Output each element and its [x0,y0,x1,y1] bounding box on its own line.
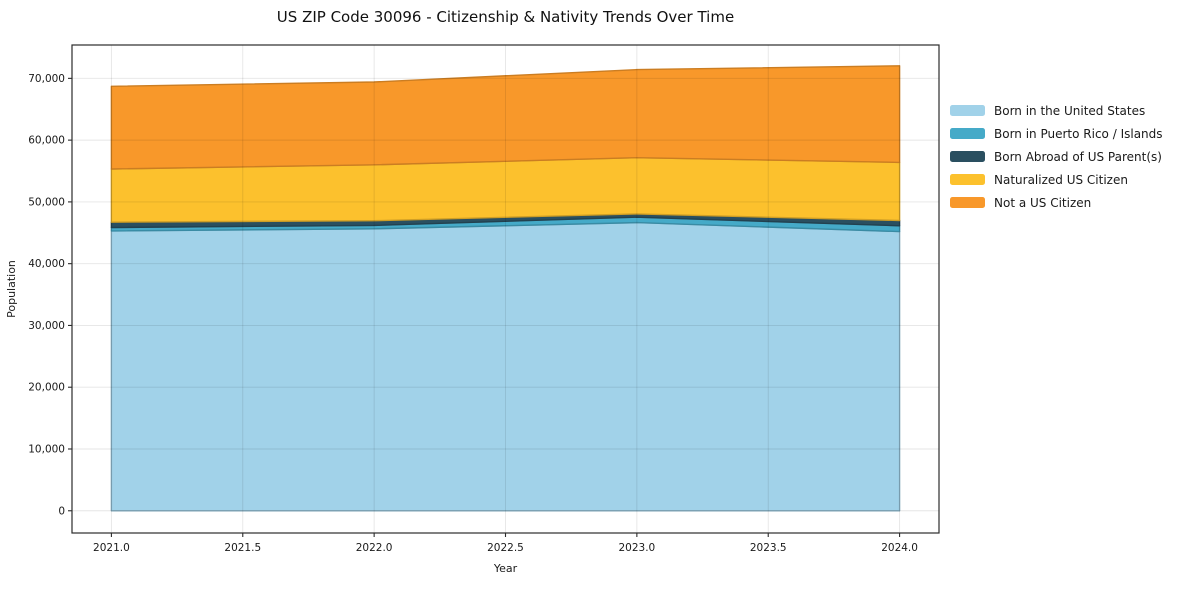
legend-label: Born in Puerto Rico / Islands [994,126,1163,141]
x-tick-label: 2023.5 [750,542,787,554]
legend-item-puerto-rico-islands: Born in Puerto Rico / Islands [950,125,1163,142]
x-tick-label: 2021.0 [93,542,130,554]
x-tick-label: 2021.5 [224,542,261,554]
legend-item-born-in-us: Born in the United States [950,102,1163,119]
legend-item-not-us-citizen: Not a US Citizen [950,194,1163,211]
chart-title: US ZIP Code 30096 - Citizenship & Nativi… [276,8,735,26]
x-tick-label: 2022.5 [487,542,524,554]
y-tick-label: 30,000 [28,320,65,332]
legend-label: Born in the United States [994,103,1146,118]
legend-label: Born Abroad of US Parent(s) [994,149,1162,164]
legend-swatch-icon [950,128,985,139]
legend-swatch-icon [950,197,985,208]
y-tick-label: 10,000 [28,443,65,455]
y-tick-label: 50,000 [28,196,65,208]
x-axis-label: Year [493,562,518,575]
y-tick-label: 0 [58,505,65,517]
legend-swatch-icon [950,174,985,185]
legend: Born in the United States Born in Puerto… [950,102,1163,211]
x-tick-label: 2022.0 [356,542,393,554]
legend-label: Naturalized US Citizen [994,172,1128,187]
legend-item-born-abroad: Born Abroad of US Parent(s) [950,148,1163,165]
legend-swatch-icon [950,151,985,162]
legend-label: Not a US Citizen [994,195,1092,210]
y-tick-label: 60,000 [28,135,65,147]
y-tick-label: 20,000 [28,382,65,394]
legend-swatch-icon [950,105,985,116]
x-tick-label: 2024.0 [881,542,918,554]
y-axis-label: Population [5,260,18,318]
x-tick-label: 2023.0 [618,542,655,554]
area-not-a-us-citizen [110,65,901,170]
y-tick-label: 70,000 [28,73,65,85]
y-tick-label: 40,000 [28,258,65,270]
legend-item-naturalized-citizen: Naturalized US Citizen [950,171,1163,188]
